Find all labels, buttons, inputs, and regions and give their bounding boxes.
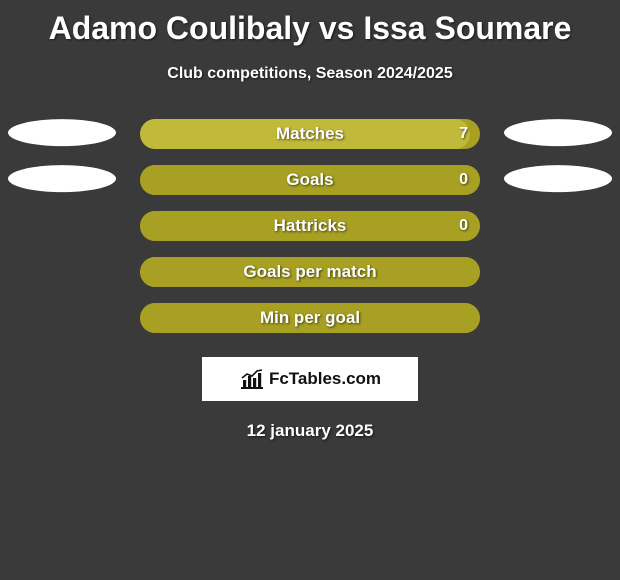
left-ellipse <box>8 119 116 146</box>
subtitle: Club competitions, Season 2024/2025 <box>0 65 620 83</box>
watermark-text: FcTables.com <box>269 369 381 389</box>
stat-value: 0 <box>459 217 468 235</box>
stat-value: 7 <box>459 125 468 143</box>
left-ellipse <box>8 165 116 192</box>
stat-bar: Goals per match <box>140 257 480 287</box>
chart-icon <box>239 368 265 390</box>
comparison-rows: Matches7Goals0Hattricks0Goals per matchM… <box>0 111 620 341</box>
stat-bar: Min per goal <box>140 303 480 333</box>
stat-value: 0 <box>459 171 468 189</box>
stat-row: Goals per match <box>0 249 620 295</box>
stat-row: Matches7 <box>0 111 620 157</box>
stat-label: Goals <box>140 170 480 190</box>
watermark: FcTables.com <box>202 357 418 401</box>
stat-row: Goals0 <box>0 157 620 203</box>
stat-bar: Matches7 <box>140 119 480 149</box>
stat-label: Matches <box>140 124 480 144</box>
stat-label: Hattricks <box>140 216 480 236</box>
stat-label: Goals per match <box>140 262 480 282</box>
stat-label: Min per goal <box>140 308 480 328</box>
stat-row: Min per goal <box>0 295 620 341</box>
right-ellipse <box>504 165 612 192</box>
right-ellipse <box>504 119 612 146</box>
stat-row: Hattricks0 <box>0 203 620 249</box>
stat-bar: Goals0 <box>140 165 480 195</box>
page-title: Adamo Coulibaly vs Issa Soumare <box>0 0 620 47</box>
stat-bar: Hattricks0 <box>140 211 480 241</box>
date-line: 12 january 2025 <box>0 421 620 441</box>
